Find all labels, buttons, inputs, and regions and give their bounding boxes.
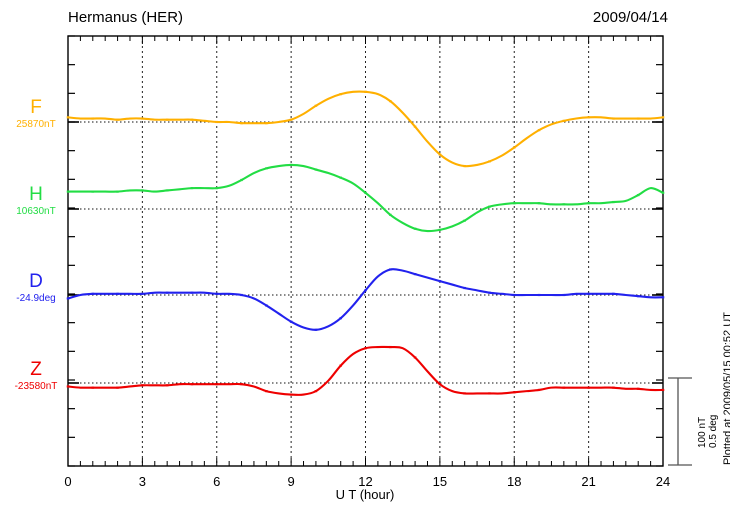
x-tick-label: 15 [433,474,447,489]
component-value-z: -23580nT [14,381,58,392]
y-axis-ticks [68,35,663,467]
component-value-f: 25870nT [16,119,56,130]
component-letter-h: H [29,184,43,205]
component-letter-f: F [30,97,42,118]
x-tick-label: 12 [358,474,372,489]
component-label-d: D -24.9deg [8,272,64,304]
x-tick-label: 6 [213,474,220,489]
x-tick-label: 21 [581,474,595,489]
x-tick-label: 24 [656,474,670,489]
x-tick-label: 18 [507,474,521,489]
component-letter-d: D [29,271,43,292]
x-tick-label: 0 [64,474,71,489]
component-label-f: F 25870nT [8,98,64,130]
scale-bar [668,377,692,466]
x-axis-title: U T (hour) [335,487,395,502]
component-label-h: H 10630nT [8,185,64,217]
x-tick-label: 9 [288,474,295,489]
scale-bar-caption: 100 nT 0.5 deg [697,414,719,448]
date-label: 2009/04/14 [592,9,668,26]
component-value-d: -24.9deg [16,293,56,304]
component-letter-z: Z [30,359,42,380]
component-label-z: Z -23580nT [8,360,64,392]
component-value-h: 10630nT [16,206,56,217]
plotted-at-label: Plotted at 2009/05/15 00:52 UT [722,312,730,465]
component-baselines [68,121,663,384]
gridlines [141,36,590,466]
x-axis-ticks: 0 3 6 9 12 15 18 21 24 [64,36,670,489]
x-tick-label: 3 [139,474,146,489]
page-title: Hermanus (HER) [68,9,184,26]
data-traces [66,90,665,396]
